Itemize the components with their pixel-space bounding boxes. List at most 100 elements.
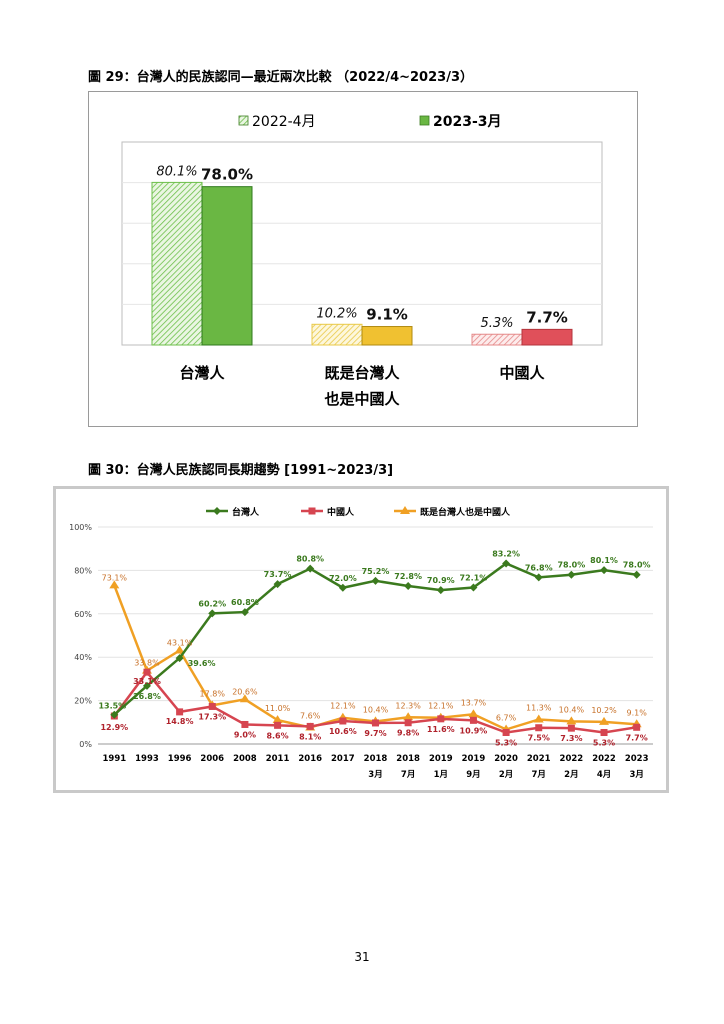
x-tick-label: 2018: [396, 754, 420, 764]
data-label: 8.6%: [266, 731, 288, 740]
category-label: 中國人: [499, 364, 545, 382]
data-point: [306, 564, 315, 573]
x-tick-sublabel: 9月: [466, 770, 480, 780]
x-tick-label: 2022: [560, 754, 584, 764]
bar-chart-frame: 2022-4月 2023-3月 80.1% 78.0% 10.2% 9.1% 5.3% 7.…: [88, 91, 638, 427]
data-label: 10.4%: [559, 705, 585, 714]
data-label: 7.5%: [528, 734, 550, 743]
y-tick-label: 100%: [69, 523, 92, 532]
x-tick-label: 1991: [102, 754, 126, 764]
data-label: 11.0%: [265, 704, 291, 713]
data-point: [599, 716, 610, 725]
data-point: [371, 576, 380, 585]
data-point: [535, 724, 543, 732]
legend-item: 台灣人: [206, 506, 260, 518]
category-label: 也是中國人: [324, 390, 400, 408]
x-tick-label: 2020: [494, 754, 518, 764]
bar-chart: 2022-4月 2023-3月 80.1% 78.0% 10.2% 9.1% 5.3% 7.…: [121, 114, 603, 408]
x-tick-sublabel: 4月: [597, 770, 611, 780]
data-label: 17.3%: [198, 712, 226, 721]
bar: [521, 328, 573, 346]
data-label: 12.1%: [428, 702, 454, 711]
figure29-title: 圖 29：台灣人的民族認同—最近兩次比較 （2022/4~2023/3）: [88, 70, 473, 85]
data-label: 72.1%: [460, 574, 488, 583]
legend-label: 既是台灣人也是中國人: [420, 506, 511, 518]
legend-label: 中國人: [327, 506, 355, 518]
data-point: [437, 715, 445, 723]
data-point: [468, 709, 479, 718]
data-point: [502, 559, 511, 568]
data-point: [404, 719, 412, 727]
data-point: [567, 724, 575, 732]
line-chart-frame: 0% 20% 40% 60% 80% 100% 台灣人 中國人 既是台灣人也是中國人 13.5…: [53, 486, 669, 793]
data-label: 7.7%: [626, 733, 648, 742]
x-tick-label: 2022: [592, 754, 616, 764]
data-label: 43.1%: [167, 638, 193, 647]
x-tick-label: 1996: [168, 754, 192, 764]
bar-value-label: 7.7%: [526, 308, 568, 326]
data-point: [469, 583, 478, 592]
data-point: [436, 586, 445, 595]
bar: [361, 326, 413, 346]
data-label: 10.4%: [363, 705, 389, 714]
data-point: [175, 654, 184, 663]
data-label: 83.2%: [492, 549, 520, 558]
data-label: 9.7%: [364, 729, 386, 738]
legend-marker: [400, 506, 410, 514]
bar: [471, 333, 523, 346]
data-point: [372, 719, 379, 727]
data-label: 9.1%: [627, 708, 648, 717]
y-tick-label: 20%: [74, 697, 92, 706]
x-tick-sublabel: 7月: [532, 770, 546, 780]
data-point: [533, 714, 544, 723]
x-tick-sublabel: 3月: [368, 770, 382, 780]
data-label: 12.3%: [395, 701, 421, 710]
data-label: 60.2%: [198, 599, 226, 608]
data-label: 10.6%: [329, 727, 357, 736]
legend-marker: [213, 507, 221, 515]
data-label: 12.9%: [100, 723, 128, 732]
legend-marker: [308, 507, 316, 515]
x-tick-label: 2019: [462, 754, 486, 764]
data-label: 76.8%: [525, 563, 553, 572]
data-label: 7.6%: [300, 712, 321, 721]
x-tick-sublabel: 1月: [434, 770, 448, 780]
x-tick-label: 2021: [527, 754, 551, 764]
data-label: 80.8%: [296, 555, 324, 564]
legend-item: 2022-4月: [238, 114, 316, 130]
figure30-title: 圖 30：台灣人民族認同長期趨勢 [1991~2023/3]: [88, 463, 394, 478]
legend-item: 2023-3月: [419, 114, 502, 130]
data-label: 75.2%: [362, 567, 390, 576]
data-point: [272, 715, 283, 724]
data-point: [567, 570, 576, 579]
y-tick-label: 80%: [74, 566, 92, 575]
legend-item: 既是台灣人也是中國人: [394, 506, 511, 518]
x-tick-label: 2006: [200, 754, 224, 764]
data-label: 12.1%: [330, 702, 356, 711]
bar-value-label: 78.0%: [201, 166, 253, 184]
data-label: 78.0%: [623, 561, 651, 570]
data-point: [274, 721, 282, 729]
x-tick-sublabel: 2月: [564, 770, 578, 780]
data-label: 11.6%: [427, 725, 455, 734]
data-point: [176, 708, 184, 716]
data-label: 10.2%: [591, 706, 617, 715]
data-point: [502, 728, 510, 736]
data-point: [338, 583, 347, 592]
data-point: [306, 722, 314, 730]
data-point: [339, 717, 347, 725]
data-label: 78.0%: [557, 561, 585, 570]
y-tick-label: 40%: [74, 653, 92, 662]
data-label: 26.8%: [133, 692, 161, 701]
data-label: 6.7%: [496, 713, 517, 722]
legend-swatch: [238, 115, 249, 126]
data-label: 9.0%: [234, 730, 256, 739]
data-label: 73.1%: [102, 573, 128, 582]
category-label: 台灣人: [179, 364, 225, 382]
data-label: 11.3%: [526, 703, 552, 712]
data-point: [143, 668, 151, 676]
data-label: 9.8%: [397, 729, 419, 738]
data-point: [241, 720, 249, 728]
data-label: 17.8%: [200, 689, 226, 698]
data-point: [110, 710, 119, 719]
